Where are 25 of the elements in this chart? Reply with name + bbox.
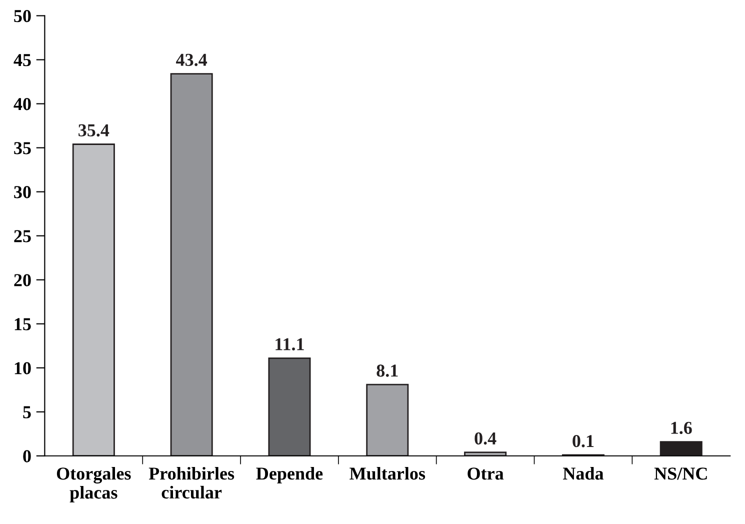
- y-tick-label: 50: [14, 10, 31, 22]
- data-label: 35.4: [78, 124, 110, 136]
- x-tick-label: Otorgales placas: [56, 466, 131, 502]
- data-label: 0.1: [572, 434, 594, 448]
- x-tick-label: Depende: [256, 466, 323, 484]
- y-tick-label: 45: [14, 54, 31, 66]
- y-tick-label: 15: [14, 318, 31, 330]
- y-tick-label: 0: [23, 450, 31, 462]
- y-tick-label: 25: [14, 230, 31, 242]
- x-tick-label: Nada: [563, 466, 604, 480]
- data-label: 0.4: [474, 432, 496, 445]
- x-tick-label: NS/NC: [654, 468, 707, 480]
- y-tick-label: 10: [14, 362, 31, 374]
- y-tick-label: 35: [14, 142, 31, 154]
- x-tick-label: Multarlos: [350, 466, 426, 480]
- data-label: 1.6: [671, 422, 692, 434]
- x-tick-label: Prohibirles circular: [148, 466, 234, 499]
- y-tick-label: 20: [14, 274, 31, 286]
- data-label: 8.1: [376, 364, 398, 377]
- x-tick-label: Otra: [468, 468, 504, 480]
- y-tick-label: 40: [14, 98, 31, 110]
- data-label: 43.4: [176, 54, 208, 66]
- data-label: 11.1: [276, 338, 304, 350]
- y-tick-label: 30: [14, 186, 31, 198]
- y-tick-label: 5: [23, 406, 31, 418]
